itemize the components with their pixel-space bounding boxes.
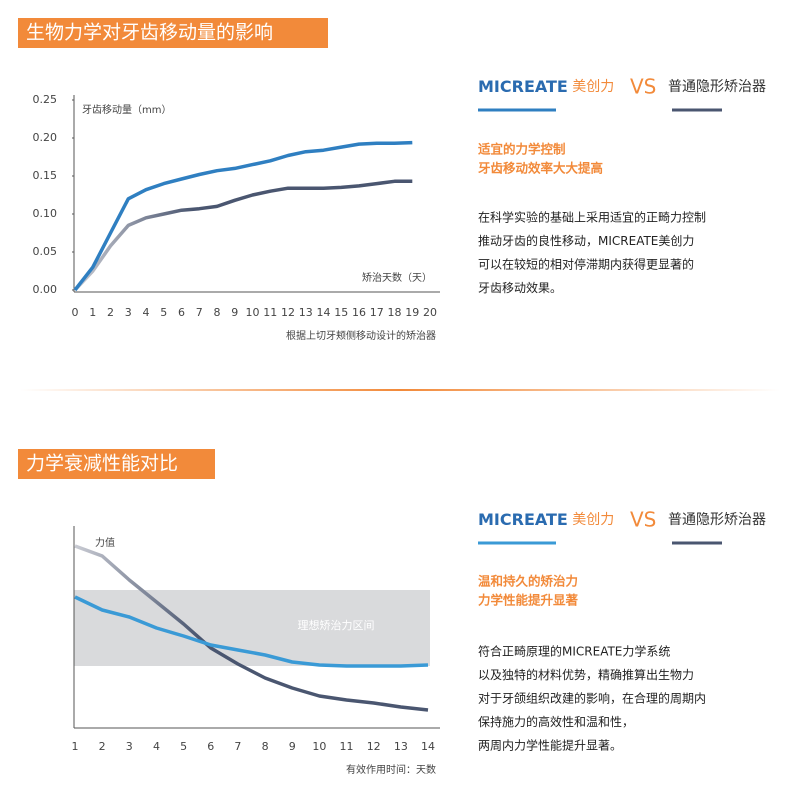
title-box — [18, 18, 328, 48]
y-tick-label: 0.10 — [33, 207, 58, 220]
body-text: 保持施力的高效性和温和性， — [478, 714, 634, 729]
x-axis-label: 有效作用时间：天数 — [346, 763, 436, 776]
x-tick-label: 0 — [72, 306, 79, 319]
section-title: 力学衰减性能对比 — [26, 453, 178, 475]
x-tick-label: 4 — [143, 306, 150, 319]
legend-label: 普通隐形矫治器 — [668, 512, 766, 528]
x-tick-label: 5 — [160, 306, 167, 319]
x-tick-label: 9 — [231, 306, 238, 319]
x-tick-label: 12 — [367, 740, 381, 753]
chart-note: 根据上切牙颊侧移动设计的矫治器 — [286, 329, 436, 342]
y-tick-label: 0.00 — [33, 283, 58, 296]
body-text: 两周内力学性能提升显著。 — [478, 738, 622, 753]
series-line — [74, 544, 429, 712]
x-tick-label: 8 — [262, 740, 269, 753]
x-tick-label: 14 — [421, 740, 435, 753]
x-tick-label: 13 — [299, 306, 313, 319]
separator — [20, 389, 780, 391]
x-tick-label: 3 — [125, 306, 132, 319]
x-tick-label: 3 — [126, 740, 133, 753]
x-tick-label: 5 — [180, 740, 187, 753]
legend-label: MICREATE 美创力 — [478, 510, 614, 529]
x-tick-label: 9 — [289, 740, 296, 753]
x-tick-label: 12 — [281, 306, 295, 319]
x-tick-label: 8 — [214, 306, 221, 319]
x-tick-label: 19 — [405, 306, 419, 319]
body-text: 对于牙颌组织改建的影响，在合理的周期内 — [478, 691, 706, 706]
x-tick-label: 1 — [89, 306, 96, 319]
x-tick-label: 16 — [352, 306, 366, 319]
x-tick-label: 11 — [263, 306, 277, 319]
series-line — [73, 140, 413, 292]
body-text: 推动牙齿的良性移动，MICREATE美创力 — [478, 233, 694, 248]
legend-label: 普通隐形矫治器 — [668, 79, 766, 95]
series-line — [74, 595, 429, 668]
section-title: 生物力学对牙齿移动量的影响 — [26, 22, 273, 44]
y-tick-label: 0.15 — [33, 169, 58, 182]
x-tick-label: 4 — [153, 740, 160, 753]
x-tick-label: 10 — [312, 740, 326, 753]
x-tick-label: 6 — [178, 306, 185, 319]
x-tick-label: 11 — [340, 740, 354, 753]
x-tick-label: 18 — [388, 306, 402, 319]
y-tick-label: 0.05 — [33, 245, 58, 258]
headline: 温和持久的矫治力 — [478, 574, 578, 589]
title-box — [18, 449, 215, 479]
ideal-band — [74, 590, 430, 666]
legend-label: MICREATE 美创力 — [478, 77, 614, 96]
series-line — [73, 179, 413, 292]
x-tick-label: 10 — [246, 306, 260, 319]
x-tick-label: 2 — [107, 306, 114, 319]
body-text: 在科学实验的基础上采用适宜的正畸力控制 — [478, 210, 706, 225]
x-tick-label: 7 — [234, 740, 241, 753]
body-text: 以及独特的材料优势，精确推算出生物力 — [478, 667, 694, 682]
body-text: 符合正畸原理的MICREATE力学系统 — [478, 644, 670, 659]
y-axis-label: 力值 — [95, 536, 115, 549]
x-tick-label: 7 — [196, 306, 203, 319]
y-tick-label: 0.25 — [33, 93, 58, 106]
y-tick-label: 0.20 — [33, 131, 58, 144]
x-tick-label: 13 — [394, 740, 408, 753]
x-tick-label: 17 — [370, 306, 384, 319]
body-text: 可以在较短的相对停滞期内获得更显著的 — [478, 257, 694, 272]
headline: 适宜的力学控制 — [478, 142, 566, 157]
x-tick-label: 14 — [317, 306, 331, 319]
x-tick-label: 1 — [72, 740, 79, 753]
y-axis-label: 牙齿移动量（mm） — [82, 103, 171, 116]
vs-label: VS — [630, 75, 656, 99]
x-tick-label: 2 — [99, 740, 106, 753]
x-axis-label: 矫治天数（天） — [362, 271, 432, 284]
x-tick-label: 20 — [423, 306, 437, 319]
band-label: 理想矫治力区间 — [298, 618, 375, 632]
x-tick-label: 6 — [207, 740, 214, 753]
headline: 牙齿移动效率大大提高 — [478, 161, 603, 176]
headline: 力学性能提升显著 — [478, 593, 579, 608]
body-text: 牙齿移动效果。 — [478, 280, 562, 295]
x-tick-label: 15 — [334, 306, 348, 319]
vs-label: VS — [630, 508, 656, 532]
